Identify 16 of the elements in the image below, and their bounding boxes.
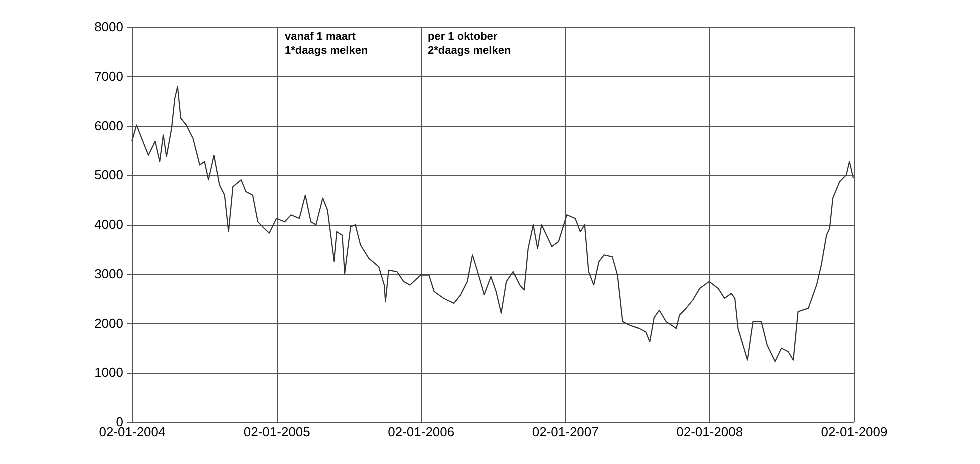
y-tick-label: 7000 xyxy=(94,68,124,84)
y-tick-label: 4000 xyxy=(94,217,124,232)
annotation: vanaf 1 maart 1*daags melken xyxy=(285,31,368,57)
x-tick-label: 02-01-2009 xyxy=(821,424,888,440)
x-tick-label: 02-01-2005 xyxy=(244,424,310,440)
y-tick-label: 1000 xyxy=(94,365,124,380)
y-tick-label: 2000 xyxy=(94,316,124,331)
y-tick-label: 8000 xyxy=(94,20,124,34)
annotation: per 1 oktober 2*daags melken xyxy=(428,31,512,57)
y-tick-label: 5000 xyxy=(94,168,124,183)
x-tick-label: 02-01-2007 xyxy=(532,424,599,440)
line-series xyxy=(131,86,854,362)
y-tick-label: 6000 xyxy=(94,118,124,134)
x-tick-label: 02-01-2008 xyxy=(676,424,744,440)
y-tick-label: 3000 xyxy=(94,266,124,282)
x-tick-label: 02-01-2006 xyxy=(388,424,455,440)
